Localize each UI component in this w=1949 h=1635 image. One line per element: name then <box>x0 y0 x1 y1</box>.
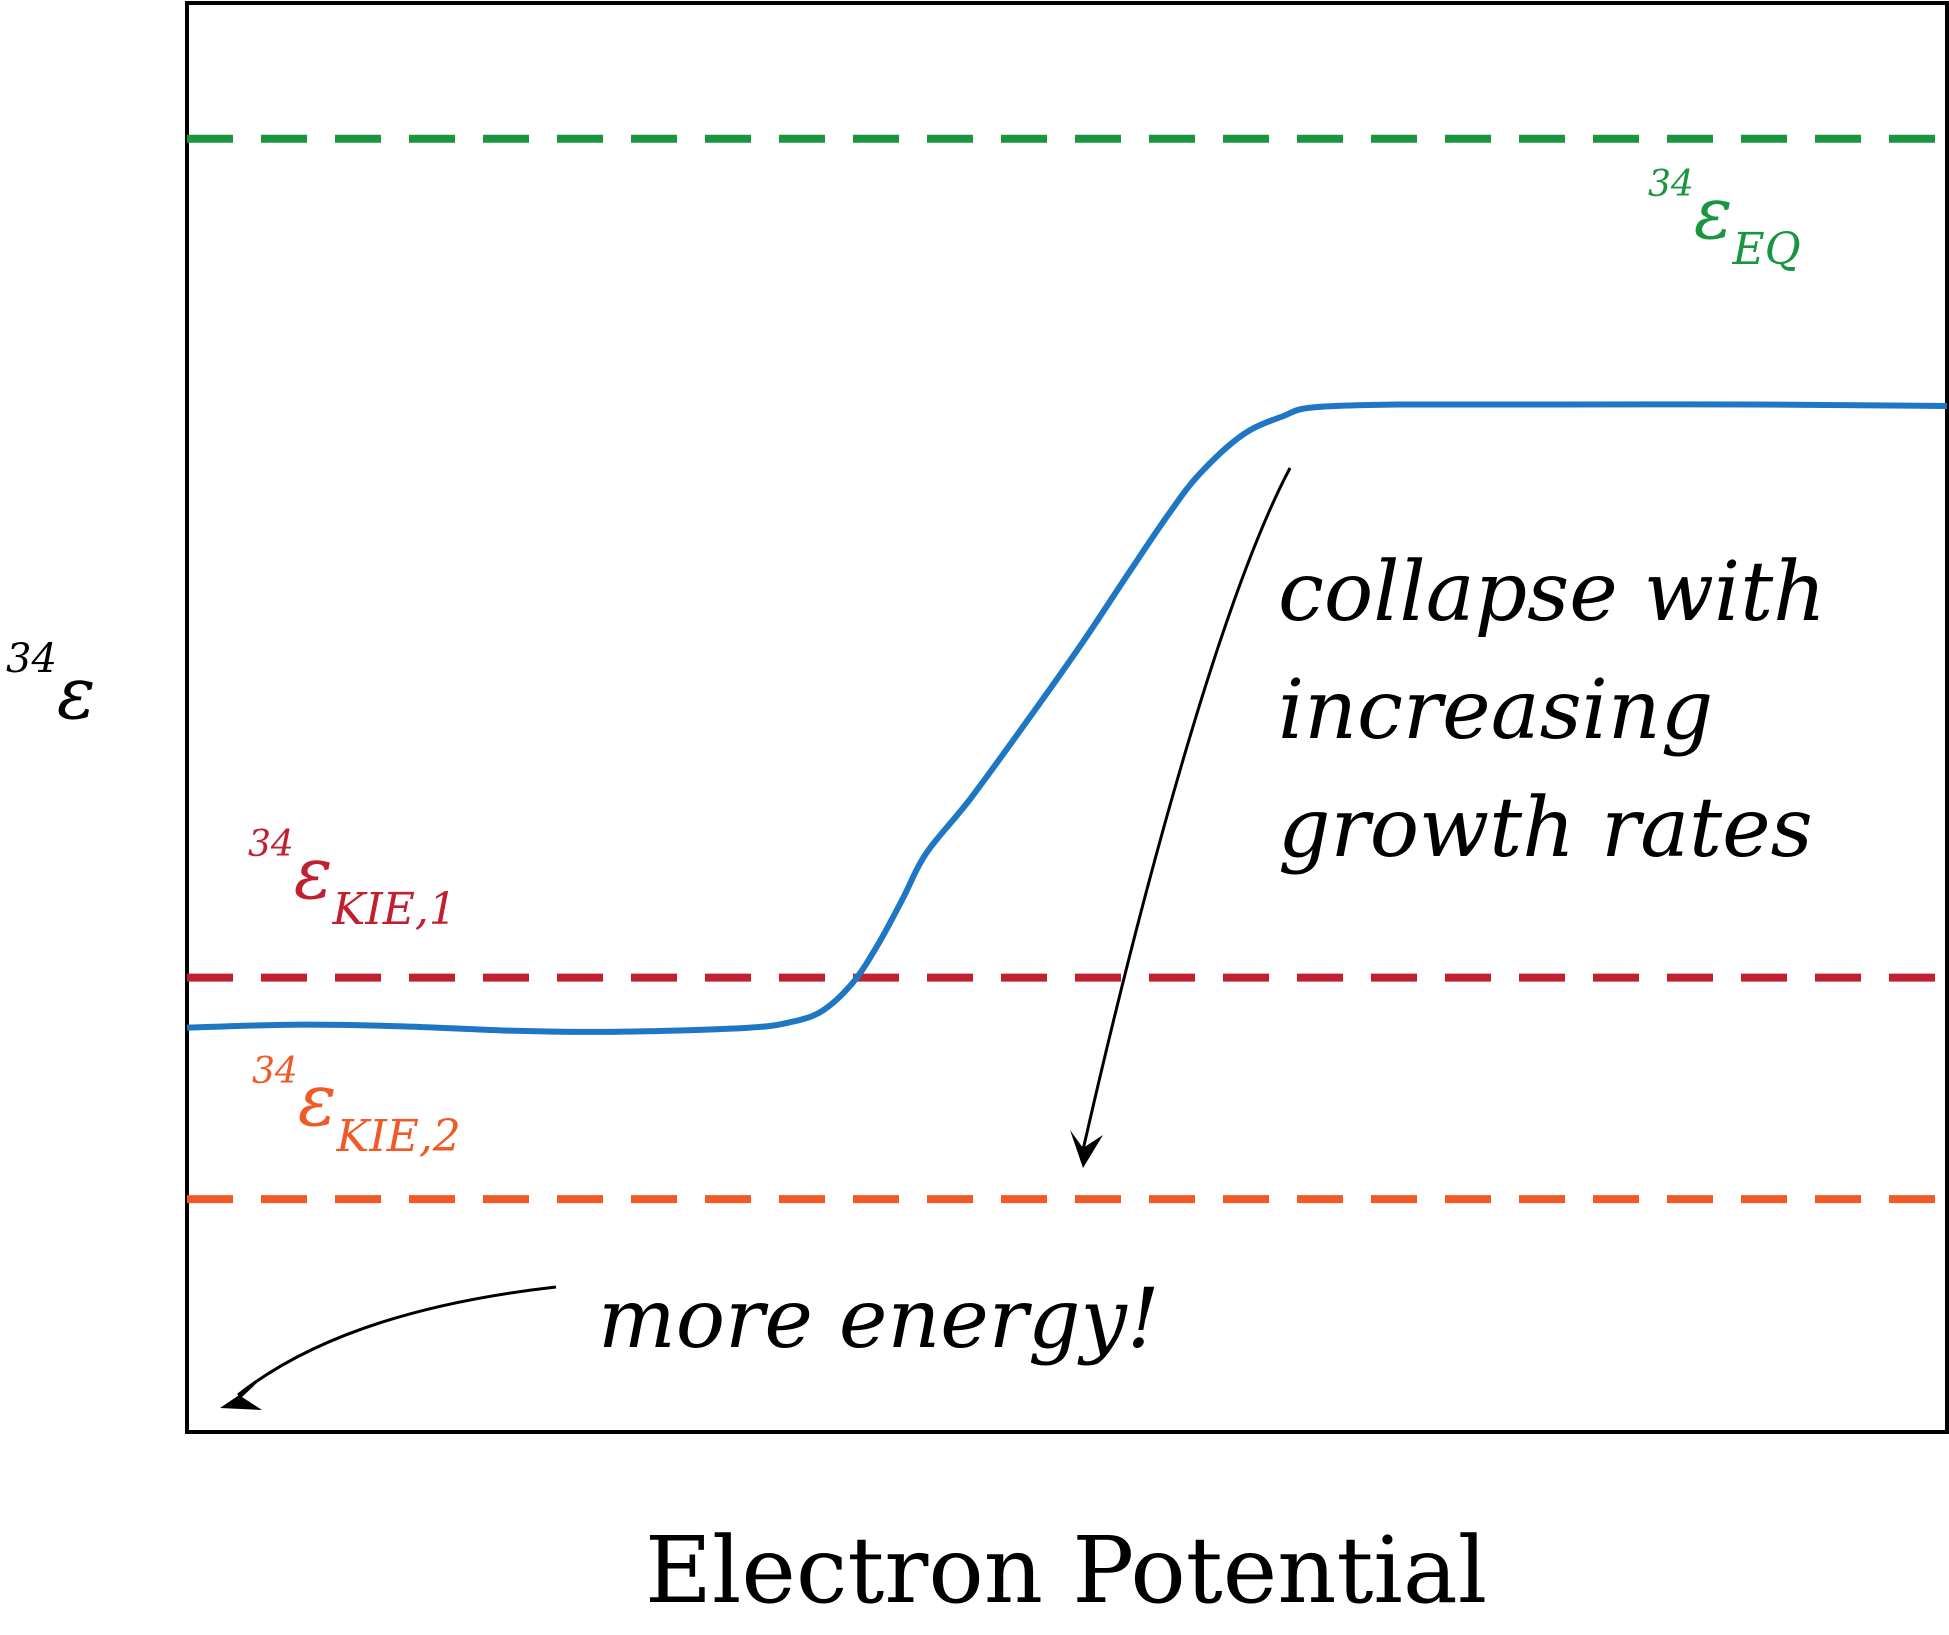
collapse-annotation: collapse with increasing growth rates <box>1278 545 1852 876</box>
kie2-label-symbol: ε <box>298 1058 337 1142</box>
plot-frame <box>185 1 1949 1434</box>
kie1-label-sup: 34 <box>248 824 294 865</box>
collapse-line-1: collapse with <box>1278 545 1826 640</box>
series-line <box>186 401 1948 1035</box>
energy-arrow <box>237 1285 557 1397</box>
kie2-label: 34εKIE,2 <box>252 1051 461 1162</box>
eq-label-sup: 34 <box>1648 164 1694 205</box>
x-axis-label: Electron Potential <box>645 1517 1487 1624</box>
energy-annotation: more energy! <box>598 1272 1160 1367</box>
kie1-label-sub: KIE,1 <box>331 884 456 935</box>
kie2-label-sup: 34 <box>252 1051 298 1092</box>
collapse-arrow <box>1081 467 1292 1151</box>
energy-arrowhead <box>220 1383 262 1410</box>
collapse-line-2: increasing <box>1278 663 1713 758</box>
collapse-arrowhead <box>1070 1130 1103 1168</box>
y-axis-label: 34ε <box>6 636 96 735</box>
y-axis-label-sup: 34 <box>6 636 57 682</box>
kie1-label: 34εKIE,1 <box>248 824 457 935</box>
y-axis-label-symbol: ε <box>57 651 96 735</box>
eq-label: 34εEQ <box>1648 164 1801 275</box>
collapse-line-3: growth rates <box>1278 781 1813 876</box>
eq-label-symbol: ε <box>1694 171 1733 255</box>
kie1-label-symbol: ε <box>294 831 333 915</box>
kie2-label-sub: KIE,2 <box>335 1111 460 1162</box>
eq-label-sub: EQ <box>1731 224 1800 275</box>
